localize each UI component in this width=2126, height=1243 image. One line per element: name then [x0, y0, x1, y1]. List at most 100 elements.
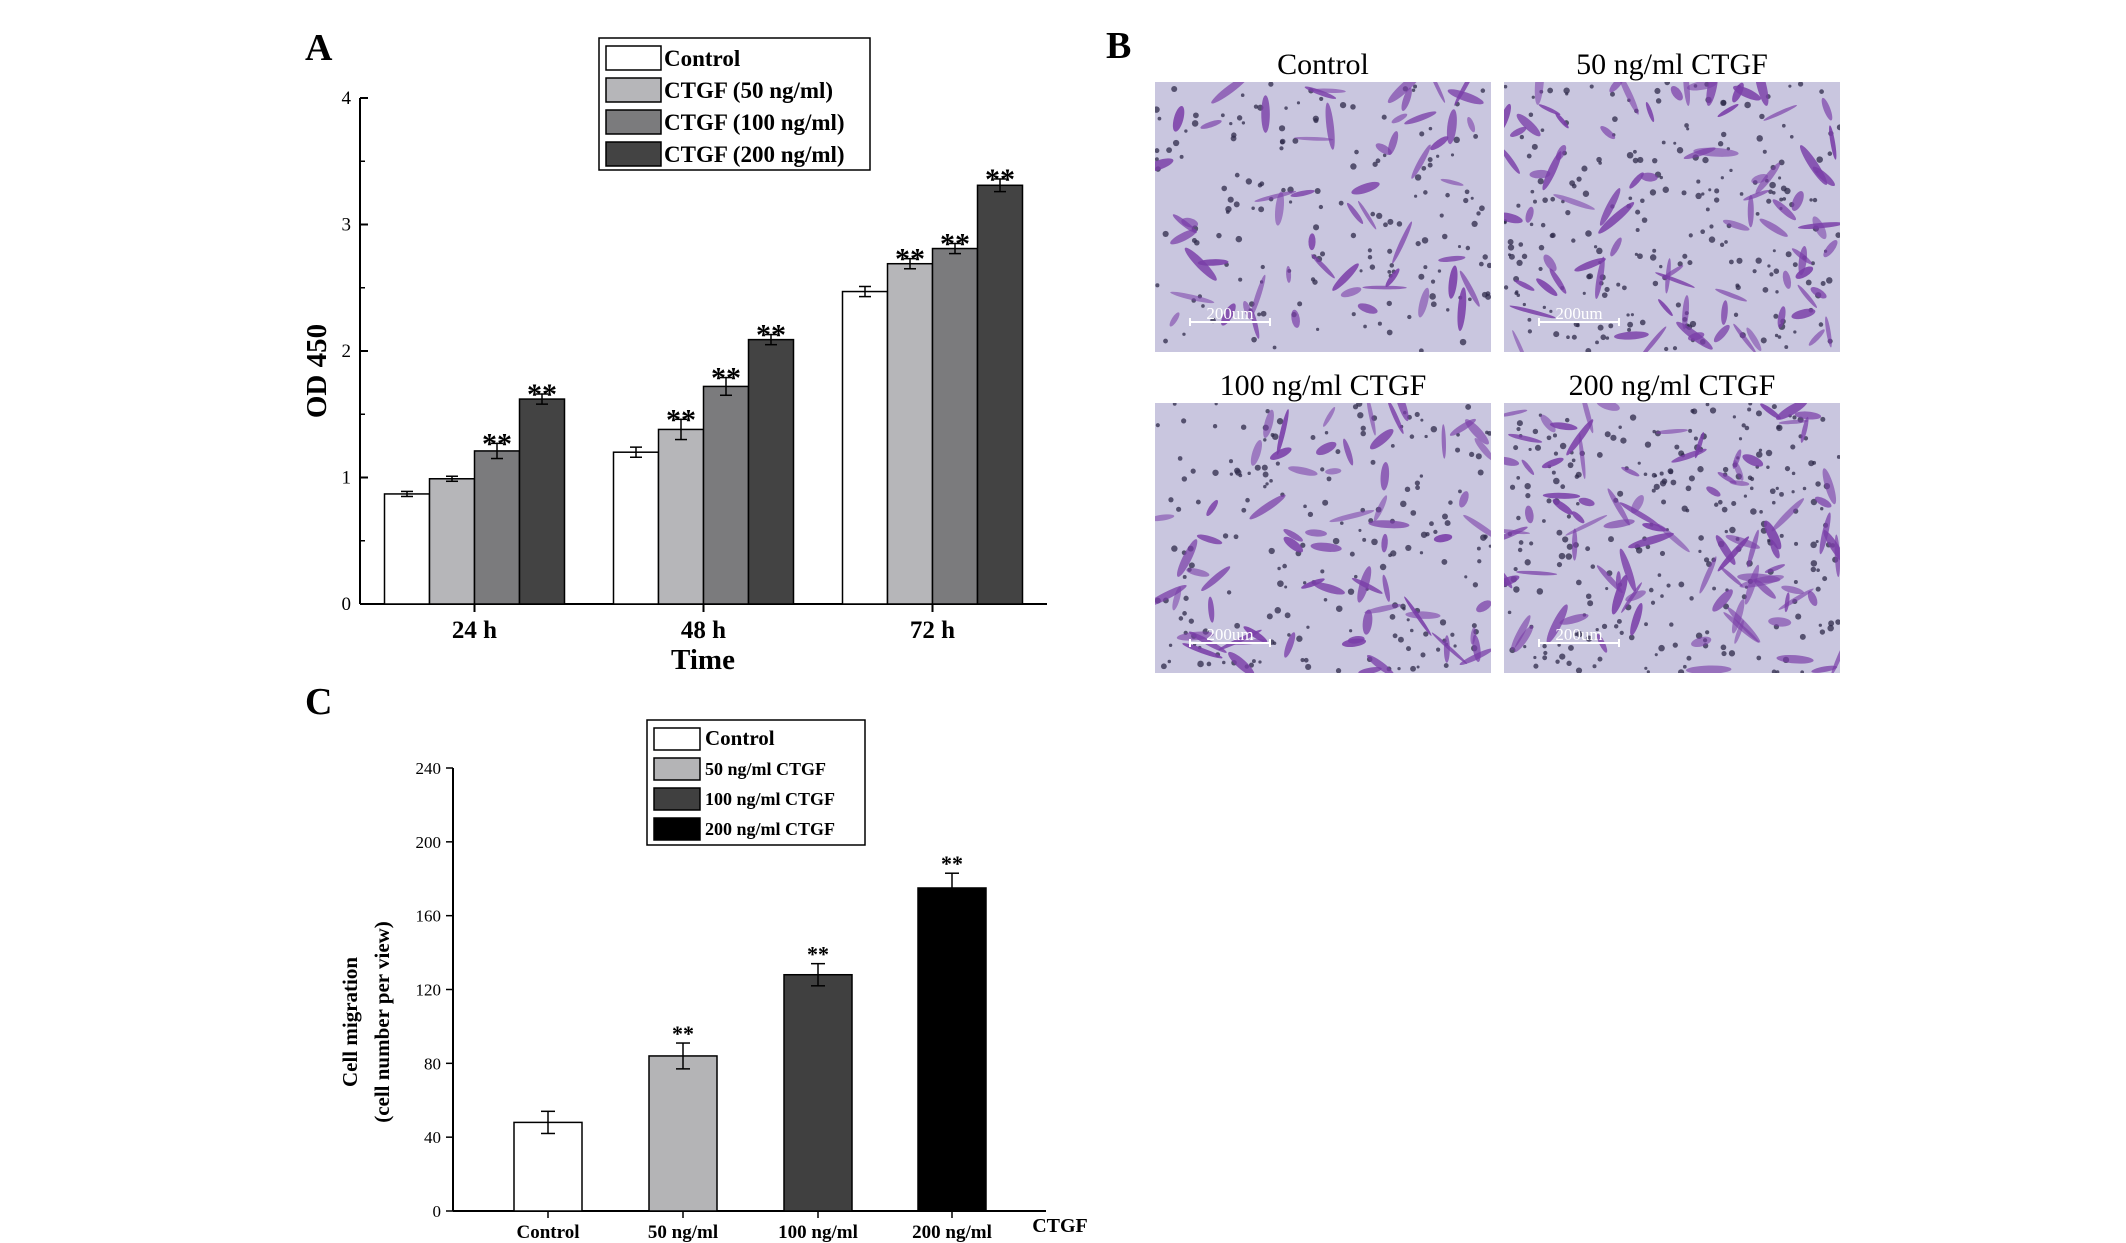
pore-dot [1820, 507, 1824, 511]
stained-cell [1186, 568, 1210, 577]
stained-cell [1243, 626, 1268, 643]
pore-dot [1468, 297, 1472, 302]
pore-dot [1690, 408, 1695, 414]
pore-dot [1809, 198, 1813, 202]
pore-dot [1652, 248, 1657, 253]
pore-dot [1629, 414, 1637, 421]
pore-dot [1326, 476, 1332, 482]
stained-cell [1250, 439, 1263, 466]
pore-dot [1700, 229, 1706, 235]
pore-dot [1428, 126, 1433, 131]
pore-dot [1540, 222, 1546, 228]
pore-dot [1260, 310, 1267, 317]
pore-dot [1698, 535, 1704, 541]
pore-dot [1795, 613, 1802, 620]
pore-dot [1453, 644, 1457, 648]
pore-dot [1826, 277, 1833, 284]
pore-dot [1654, 474, 1658, 478]
stained-cell [1249, 494, 1286, 520]
pore-dot [1284, 612, 1291, 619]
pore-dot [1524, 559, 1531, 566]
pore-dot [1728, 650, 1736, 657]
chart-a-bar [931, 247, 979, 605]
stained-cell [1380, 462, 1390, 491]
pore-dot [1437, 269, 1442, 273]
pore-dot [1411, 88, 1416, 92]
chart-a-bar [473, 450, 521, 605]
pore-dot [1176, 506, 1182, 512]
chart-c-xtick-label: 200 ng/ml [912, 1222, 992, 1243]
stained-cell [1504, 409, 1528, 417]
pore-dot [1363, 324, 1367, 329]
pore-dot [1265, 482, 1269, 486]
pore-dot [1303, 657, 1309, 663]
stained-cell [1448, 265, 1458, 299]
pore-dot [1664, 346, 1669, 352]
pore-dot [1410, 510, 1417, 516]
pore-dot [1476, 546, 1481, 551]
pore-dot [1191, 120, 1199, 127]
stained-cell [1514, 625, 1534, 653]
stained-cell [1822, 468, 1837, 505]
stained-cell [1385, 268, 1400, 287]
stained-cell [1727, 607, 1761, 643]
pore-dot [1649, 189, 1657, 196]
pore-dot [1160, 663, 1167, 670]
pore-dot [1688, 475, 1695, 482]
pore-dot [1595, 627, 1599, 632]
stained-cell [1733, 460, 1744, 481]
chart-a-legend-label: CTGF (200 ng/ml) [664, 142, 845, 167]
stained-cell [1721, 300, 1728, 325]
pore-dot [1542, 305, 1546, 310]
pore-dot [1612, 116, 1618, 122]
pore-dot [1793, 330, 1797, 334]
pore-dot [1251, 336, 1257, 343]
pore-dot [1585, 635, 1593, 642]
stained-cell [1504, 103, 1512, 132]
pore-dot [1351, 312, 1356, 317]
pore-dot [1755, 410, 1762, 417]
stained-cell [1176, 539, 1198, 577]
pore-dot [1404, 486, 1411, 493]
pore-dot [1513, 586, 1520, 593]
scale-bar-label: 200um [1555, 625, 1602, 644]
stained-cell [1777, 306, 1786, 328]
chart-c-bar [783, 973, 853, 1212]
stained-cell [1325, 102, 1335, 150]
stained-cell [1834, 534, 1840, 578]
pore-dot [1779, 533, 1784, 538]
pore-dot [1560, 484, 1566, 490]
pore-dot [1430, 425, 1438, 433]
pore-dot [1815, 586, 1821, 592]
pore-dot [1409, 628, 1414, 633]
stained-cell [1742, 454, 1764, 467]
pore-dot [1601, 292, 1608, 298]
pore-dot [1481, 291, 1488, 298]
chart-c-legend-swatch [653, 757, 701, 781]
pore-dot [1827, 151, 1833, 156]
pore-dot [1682, 664, 1687, 669]
pore-dot [1672, 346, 1678, 351]
stained-cell [1510, 615, 1531, 651]
pore-dot [1516, 293, 1521, 297]
stained-cell [1305, 529, 1327, 537]
pore-dot [1402, 607, 1406, 611]
stained-cell [1366, 403, 1376, 436]
pore-dot [1262, 471, 1269, 478]
chart-a-bar [612, 451, 660, 605]
stained-cell [1312, 88, 1346, 94]
stained-cell [1346, 202, 1364, 224]
pore-dot [1414, 411, 1420, 418]
pore-dot [1818, 623, 1822, 627]
pore-dot [1789, 134, 1794, 139]
pore-dot [1480, 88, 1486, 93]
pore-dot [1240, 93, 1245, 97]
stained-cell [1274, 191, 1285, 226]
pore-dot [1644, 441, 1652, 448]
pore-dot [1419, 474, 1424, 478]
chart-c-legend-label: 50 ng/ml CTGF [705, 759, 826, 779]
pore-dot [1781, 123, 1786, 128]
pore-dot [1816, 156, 1823, 163]
pore-dot [1425, 532, 1430, 537]
pore-dot [1415, 485, 1420, 491]
